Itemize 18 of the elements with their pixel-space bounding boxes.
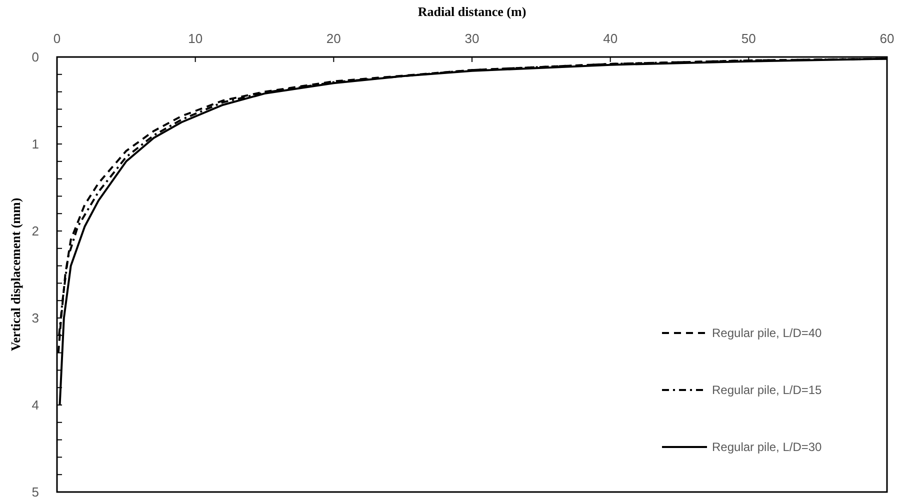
y-tick-label: 1 <box>32 136 39 152</box>
y-axis-title: Vertical displacement (mm) <box>8 198 23 352</box>
y-tick-label: 5 <box>32 484 39 500</box>
x-tick-label: 0 <box>53 31 61 46</box>
x-tick-label: 40 <box>603 31 618 46</box>
x-tick-label: 30 <box>464 31 480 46</box>
x-tick-label: 10 <box>188 31 203 46</box>
x-axis-title: Radial distance (m) <box>418 4 526 19</box>
legend-label: Regular pile, L/D=15 <box>712 383 822 398</box>
x-tick-label: 50 <box>741 31 756 46</box>
y-tick-label: 0 <box>32 50 39 65</box>
legend-label: Regular pile, L/D=30 <box>712 440 822 454</box>
x-tick-label: 20 <box>326 31 341 46</box>
x-tick-label: 60 <box>880 31 894 46</box>
legend-label: Regular pile, L/D=40 <box>712 326 822 340</box>
y-tick-label: 2 <box>32 224 39 239</box>
y-tick-label: 4 <box>32 398 39 413</box>
y-tick-label: 3 <box>32 310 39 326</box>
